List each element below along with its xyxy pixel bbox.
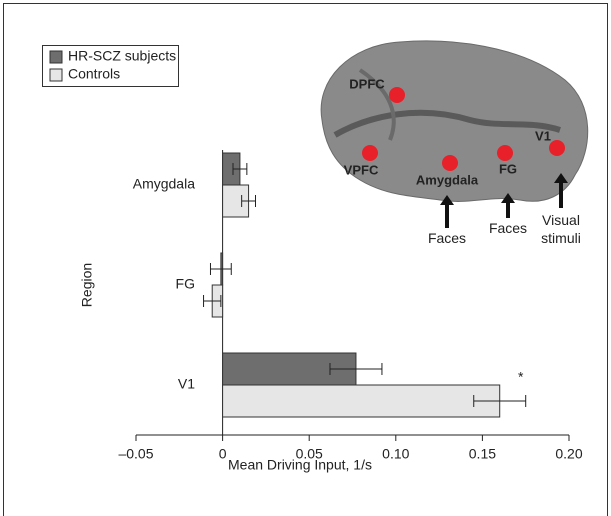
legend-label: Controls (68, 66, 120, 82)
brain-label: VPFC (344, 162, 379, 177)
x-tick-label: 0.05 (296, 446, 323, 462)
stimulus-label: Faces (417, 229, 477, 247)
y-axis-label: Region (79, 263, 95, 307)
y-tick-label: V1 (178, 376, 195, 392)
legend-swatch (50, 69, 62, 81)
x-tick-label: –0.05 (118, 446, 153, 462)
bar (223, 385, 500, 417)
chart: Mean Driving Input, 1/s Region –0.0500.0… (0, 0, 611, 516)
page: Mean Driving Input, 1/s Region –0.0500.0… (0, 0, 611, 516)
x-tick-label: 0.10 (382, 446, 409, 462)
brain-label: V1 (535, 128, 551, 143)
y-tick-label: FG (176, 276, 195, 292)
y-tick-label: Amygdala (133, 176, 195, 192)
region-dot (389, 87, 405, 103)
stimulus-label: Faces (478, 219, 538, 237)
brain-label: DPFC (349, 76, 385, 91)
legend-label: HR-SCZ subjects (68, 48, 176, 64)
region-dot (497, 145, 513, 161)
legend-swatch (50, 51, 62, 63)
region-dot (362, 145, 378, 161)
brain-label: FG (499, 161, 517, 176)
region-dot (549, 140, 565, 156)
x-tick-label: 0 (219, 446, 227, 462)
x-tick-label: 0.20 (555, 446, 582, 462)
stimulus-label: Visual stimuli (536, 211, 586, 247)
significance-mark: * (518, 369, 524, 385)
region-dot (442, 155, 458, 171)
brain-label: Amygdala (416, 172, 479, 187)
x-tick-label: 0.15 (469, 446, 496, 462)
